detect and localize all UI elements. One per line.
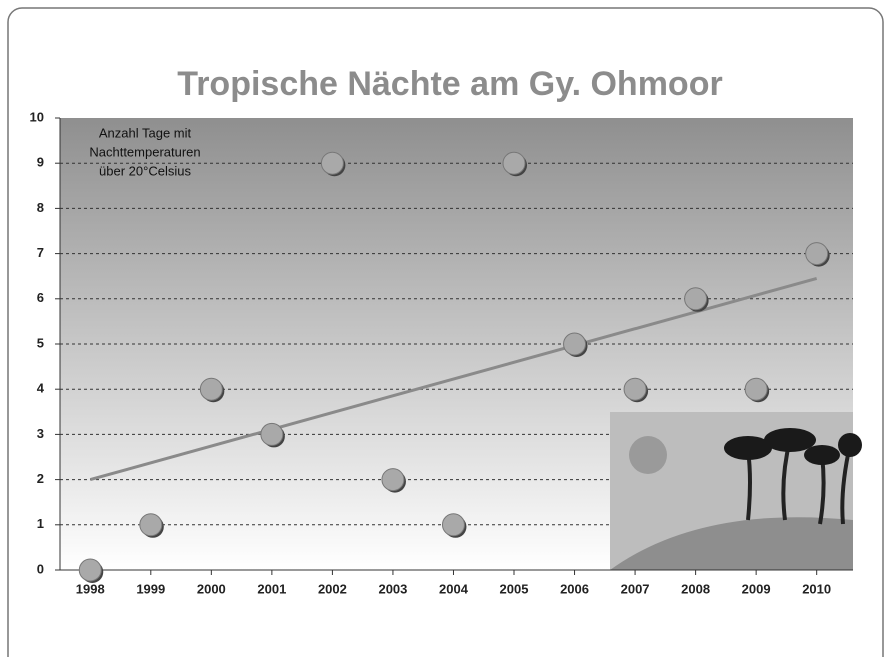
x-tick-label: 2009 [742, 581, 771, 596]
marker [79, 559, 101, 581]
marker [261, 423, 283, 445]
marker [200, 378, 222, 400]
y-tick-label: 6 [37, 290, 44, 305]
marker [745, 378, 767, 400]
y-tick-label: 0 [37, 561, 44, 576]
marker [382, 469, 404, 491]
y-tick-label: 8 [37, 200, 44, 215]
x-tick-label: 2001 [257, 581, 286, 596]
marker [564, 333, 586, 355]
y-tick-label: 7 [37, 245, 44, 260]
x-tick-label: 2003 [378, 581, 407, 596]
x-tick-label: 2010 [802, 581, 831, 596]
y-tick-label: 1 [37, 516, 44, 531]
y-tick-label: 4 [37, 381, 45, 396]
x-tick-label: 2007 [621, 581, 650, 596]
y-tick-label: 10 [30, 109, 44, 124]
chart-title: Tropische Nächte am Gy. Ohmoor [177, 65, 722, 103]
annotation: über 20°Celsius [99, 163, 191, 178]
marker [140, 514, 162, 536]
palm-picture [610, 412, 862, 570]
x-tick-label: 2000 [197, 581, 226, 596]
marker [321, 152, 343, 174]
annotation: Nachttemperaturen [89, 144, 200, 159]
x-tick-label: 2005 [500, 581, 529, 596]
x-tick-label: 1998 [76, 581, 105, 596]
x-tick-label: 2002 [318, 581, 347, 596]
x-tick-label: 2006 [560, 581, 589, 596]
marker [442, 514, 464, 536]
y-tick-label: 5 [37, 335, 44, 350]
page: Tropische Nächte am Gy. Ohmoor 0 1 2 3 4 5 6 7 8… [0, 0, 891, 657]
chart: Tropische Nächte am Gy. Ohmoor 0 1 2 3 4 5 6 7 8… [0, 0, 891, 657]
x-tick-label: 2004 [439, 581, 469, 596]
x-tick-label: 2008 [681, 581, 710, 596]
marker [624, 378, 646, 400]
marker [685, 288, 707, 310]
y-tick-label: 2 [37, 471, 44, 486]
annotation: Anzahl Tage mit [99, 125, 192, 140]
y-tick-label: 3 [37, 426, 44, 441]
marker [503, 152, 525, 174]
y-tick-label: 9 [37, 155, 44, 170]
x-tick-label: 1999 [136, 581, 165, 596]
marker [806, 243, 828, 265]
